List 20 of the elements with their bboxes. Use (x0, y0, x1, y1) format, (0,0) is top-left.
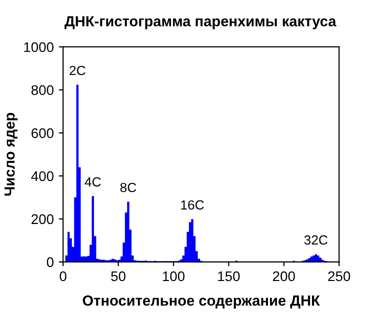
y-tick-label: 1000 (24, 42, 54, 52)
y-tick-label: 200 (32, 214, 54, 224)
x-tick-label: 0 (60, 271, 66, 282)
x-tick-label: 250 (328, 271, 350, 282)
x-tick-label: 150 (218, 271, 240, 282)
y-tick-label: 600 (32, 128, 54, 138)
annotation: 32C (304, 235, 328, 245)
y-tick-label: 0 (46, 257, 54, 268)
x-tick-label: 200 (273, 271, 295, 282)
annotation: 4C (84, 177, 101, 187)
x-tick-label: 50 (111, 271, 126, 282)
y-tick-label: 400 (31, 171, 54, 182)
annotation: 16C (181, 200, 204, 210)
y-tick-label: 800 (31, 85, 54, 96)
y-axis-title: Число ядер (4, 112, 18, 196)
chart-title: ДНК-гистограмма паренхимы кактуса (64, 16, 336, 30)
annotation: 8C (120, 182, 136, 192)
x-axis-title: Относительное содержание ДНК (82, 295, 320, 309)
annotation: 2C (70, 66, 86, 76)
x-tick-label: 100 (162, 271, 185, 282)
